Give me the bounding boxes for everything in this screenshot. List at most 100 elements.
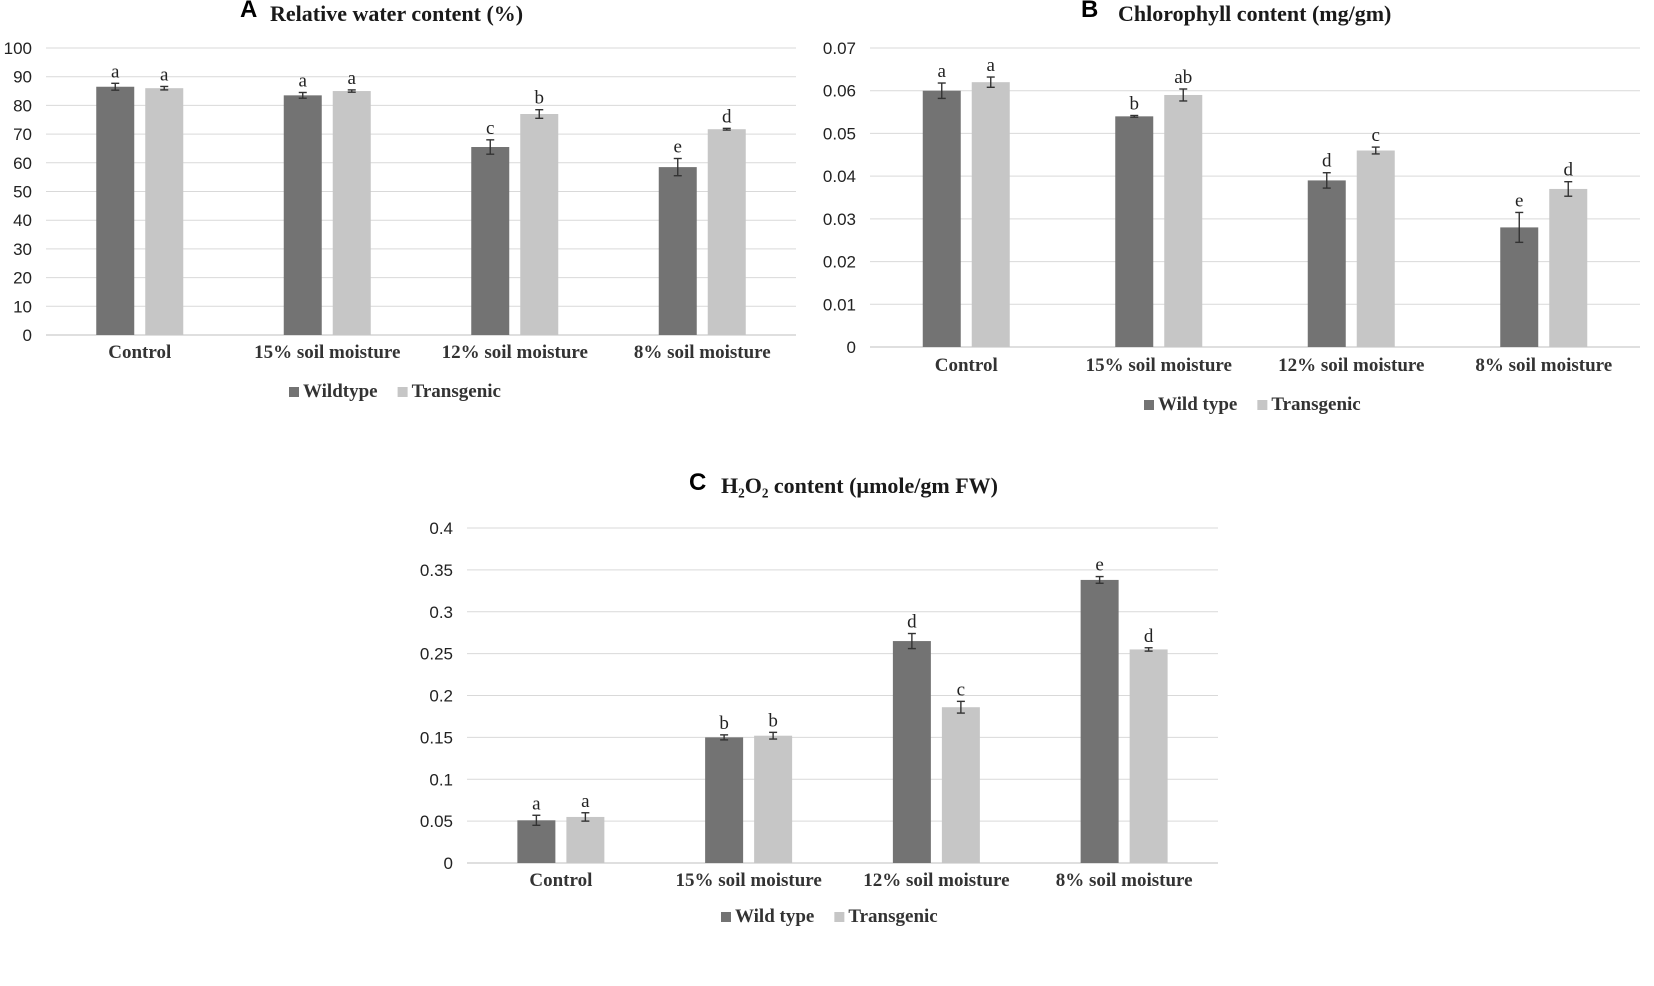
bar-transgenic <box>566 816 605 863</box>
panel-letter: C <box>689 469 706 496</box>
bar-wild <box>96 86 135 336</box>
x-tick-label: Control <box>935 355 998 376</box>
y-tick-label: 0 <box>847 338 856 357</box>
bar-transgenic <box>1549 188 1588 347</box>
x-tick-label: 12% soil moisture <box>863 870 1009 891</box>
y-tick-label: 0.1 <box>429 770 453 789</box>
x-tick-label: 8% soil moisture <box>1475 355 1612 376</box>
x-tick-label: Control <box>529 870 592 891</box>
bar-wild <box>283 95 322 335</box>
x-tick-label: 15% soil moisture <box>1086 355 1232 376</box>
bar-wild <box>517 820 556 863</box>
y-tick-label: 0.03 <box>823 210 856 229</box>
y-tick-label: 0.02 <box>823 253 856 272</box>
x-tick-label: 15% soil moisture <box>254 342 400 363</box>
y-tick-label: 60 <box>13 154 32 173</box>
x-tick-label: 12% soil moisture <box>442 342 588 363</box>
panel-letter: A <box>240 0 257 23</box>
significance-letter: c <box>957 679 965 700</box>
x-tick-label: 8% soil moisture <box>634 342 771 363</box>
bar-wild <box>1500 227 1539 347</box>
y-tick-label: 0 <box>23 326 32 345</box>
significance-letter: d <box>1564 160 1574 181</box>
panel-letter: B <box>1081 0 1098 23</box>
bar-transgenic <box>1164 94 1203 347</box>
significance-letter: a <box>938 61 947 82</box>
significance-letter: ab <box>1174 67 1192 88</box>
chart-title: Chlorophyll content (mg/gm) <box>1118 1 1391 26</box>
y-tick-label: 50 <box>13 183 32 202</box>
significance-letter: b <box>1130 93 1140 114</box>
significance-letter: c <box>1372 125 1380 146</box>
legend-label: Wildtype <box>303 381 378 402</box>
significance-letter: a <box>111 61 120 82</box>
legend-label: Transgenic <box>1271 394 1360 415</box>
legend-swatch <box>289 387 299 397</box>
legend-label: Wild type <box>735 906 814 927</box>
bar-transgenic <box>754 735 793 863</box>
significance-letter: a <box>987 55 996 76</box>
bar-wild <box>922 90 961 347</box>
bar-wild <box>892 641 931 863</box>
y-tick-label: 20 <box>13 269 32 288</box>
y-tick-label: 100 <box>4 39 32 58</box>
significance-letter: e <box>674 136 682 157</box>
significance-letter: a <box>299 70 308 91</box>
bar-wild <box>1307 180 1346 347</box>
significance-letter: d <box>722 106 732 127</box>
y-tick-label: 0.05 <box>823 124 856 143</box>
legend-swatch <box>1257 400 1268 410</box>
y-tick-label: 0.15 <box>420 728 453 747</box>
y-tick-label: 40 <box>13 211 32 230</box>
significance-letter: d <box>1144 626 1154 647</box>
significance-letter: b <box>535 88 545 109</box>
bar-transgenic <box>707 129 746 335</box>
bar-wild <box>471 147 510 335</box>
y-tick-label: 0.2 <box>429 687 453 706</box>
bar-wild <box>1115 116 1154 347</box>
significance-letter: a <box>160 64 169 85</box>
y-tick-label: 10 <box>13 297 32 316</box>
y-tick-label: 0.25 <box>420 645 453 664</box>
bar-transgenic <box>971 82 1010 348</box>
significance-letter: d <box>907 612 917 633</box>
significance-letter: a <box>348 68 357 89</box>
y-tick-label: 80 <box>13 96 32 115</box>
chart-title: Relative water content (%) <box>270 1 523 26</box>
y-tick-label: 90 <box>13 68 32 87</box>
bar-transgenic <box>520 114 559 335</box>
y-tick-label: 0.07 <box>823 39 856 58</box>
legend-swatch <box>721 912 731 922</box>
y-tick-label: 0 <box>444 854 453 873</box>
x-tick-label: Control <box>108 342 171 363</box>
chart-panel-c: C H₂O₂ content (µmole/gm FW) 0 0.05 0.1 0.15 0… <box>420 469 1218 927</box>
y-tick-label: 0.06 <box>823 82 856 101</box>
legend-swatch <box>397 387 408 397</box>
bar-wild <box>705 737 744 863</box>
significance-letter: d <box>1322 151 1332 172</box>
x-tick-label: 15% soil moisture <box>675 870 821 891</box>
y-tick-label: 30 <box>13 240 32 259</box>
y-tick-label: 0.05 <box>420 812 453 831</box>
legend-label: Transgenic <box>848 906 937 927</box>
y-tick-label: 70 <box>13 125 32 144</box>
legend-label: Transgenic <box>412 381 501 402</box>
chart-panel-a: A Relative water content (%) 0 10 20 30 40 50 60… <box>4 0 796 402</box>
bar-wild <box>658 167 697 335</box>
significance-letter: a <box>532 793 541 814</box>
y-tick-label: 0.04 <box>823 167 856 186</box>
significance-letter: e <box>1095 555 1103 576</box>
bar-transgenic <box>1356 150 1395 347</box>
bar-transgenic <box>1129 649 1168 863</box>
y-tick-label: 0.35 <box>420 561 453 580</box>
bar-transgenic <box>145 88 184 336</box>
y-tick-label: 0.3 <box>429 603 453 622</box>
significance-letter: c <box>486 118 494 139</box>
x-tick-label: 8% soil moisture <box>1056 870 1193 891</box>
y-tick-label: 0.01 <box>823 295 856 314</box>
bar-transgenic <box>332 91 371 335</box>
bar-wild <box>1080 579 1119 863</box>
bar-transgenic <box>941 707 980 863</box>
y-tick-label: 0.4 <box>429 519 453 538</box>
